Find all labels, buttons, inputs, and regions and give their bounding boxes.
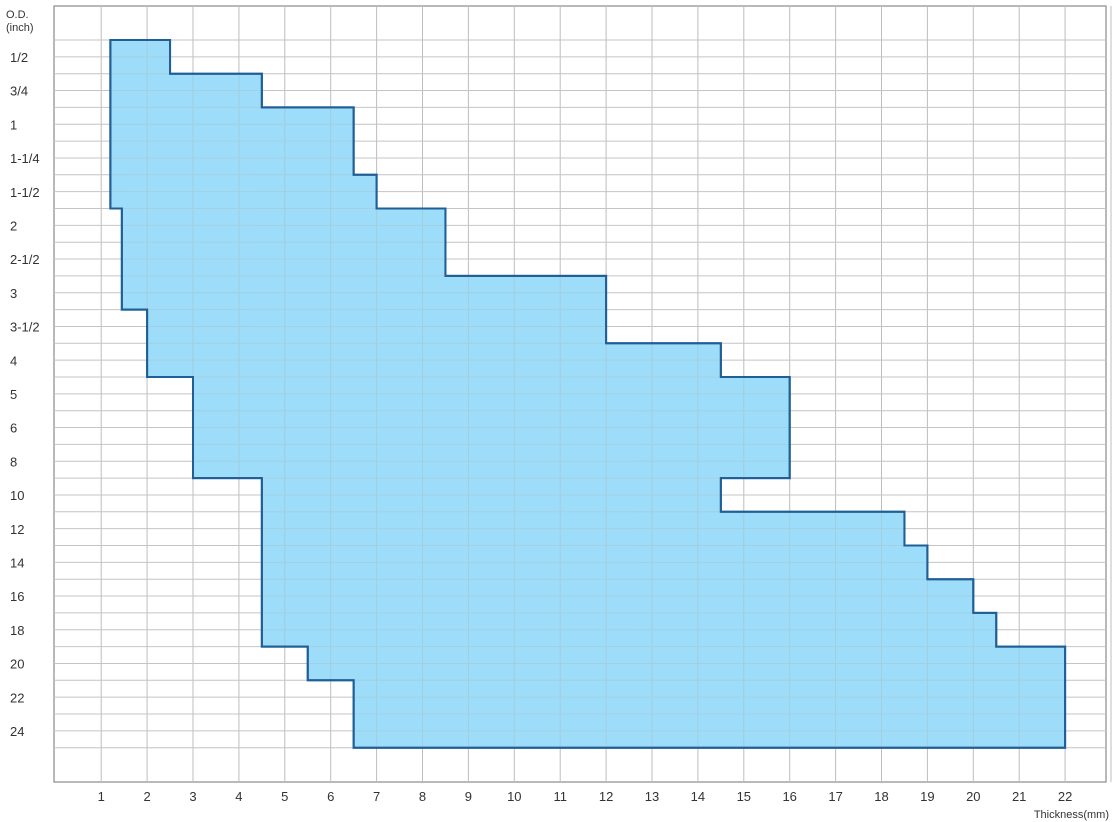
y-tick-label: 6 [10, 421, 17, 436]
y-tick-label: 12 [10, 522, 24, 537]
y-tick-label: 20 [10, 657, 24, 672]
y-tick-label: 16 [10, 589, 24, 604]
x-tick-label: 3 [189, 789, 196, 804]
x-tick-label: 14 [691, 789, 705, 804]
y-tick-label: 10 [10, 488, 24, 503]
x-tick-label: 9 [465, 789, 472, 804]
x-tick-label: 7 [373, 789, 380, 804]
x-tick-label: 22 [1058, 789, 1072, 804]
x-tick-label: 19 [920, 789, 934, 804]
x-tick-label: 17 [828, 789, 842, 804]
y-tick-label: 22 [10, 690, 24, 705]
x-tick-label: 11 [553, 789, 567, 804]
y-tick-label: 14 [10, 556, 24, 571]
y-axis-title-line1: O.D. [6, 9, 29, 21]
y-tick-label: 24 [10, 724, 24, 739]
x-tick-label: 5 [281, 789, 288, 804]
x-tick-label: 6 [327, 789, 334, 804]
x-tick-label: 10 [507, 789, 521, 804]
x-tick-label: 15 [737, 789, 751, 804]
y-tick-label: 3/4 [10, 84, 28, 99]
y-tick-labels: 1/2 3/4 1 1-1/4 1-1/2 2 2-1/2 3 3-1/2 4 5 6 8 10 12 14 1… [10, 50, 40, 739]
y-tick-label: 2 [10, 219, 17, 234]
thickness-range-outline [109, 39, 1067, 749]
y-tick-label: 5 [10, 387, 17, 402]
y-tick-label: 18 [10, 623, 24, 638]
x-axis-title: Thickness(mm) [1034, 809, 1109, 821]
x-tick-label: 4 [235, 789, 242, 804]
y-axis-title-line2: (inch) [6, 22, 34, 34]
x-tick-label: 18 [874, 789, 888, 804]
x-tick-label: 16 [782, 789, 796, 804]
y-tick-label: 1/2 [10, 50, 28, 65]
x-tick-label: 13 [645, 789, 659, 804]
x-tick-label: 8 [419, 789, 426, 804]
x-tick-label: 2 [143, 789, 150, 804]
x-tick-label: 1 [98, 789, 105, 804]
y-tick-label: 4 [10, 353, 17, 368]
x-tick-labels: 1 2 3 4 5 6 7 8 9 10 11 12 13 14 15 16 17 18 19 20 21 22 [98, 789, 1073, 804]
x-tick-label: 20 [966, 789, 980, 804]
y-tick-label: 8 [10, 454, 17, 469]
y-tick-label: 1 [10, 117, 17, 132]
y-tick-label: 3 [10, 286, 17, 301]
x-tick-label: 21 [1012, 789, 1026, 804]
y-tick-label: 3-1/2 [10, 320, 40, 335]
x-tick-label: 12 [599, 789, 613, 804]
y-tick-label: 1-1/4 [10, 151, 40, 166]
y-tick-label: 1-1/2 [10, 185, 40, 200]
y-tick-label: 2-1/2 [10, 252, 40, 267]
